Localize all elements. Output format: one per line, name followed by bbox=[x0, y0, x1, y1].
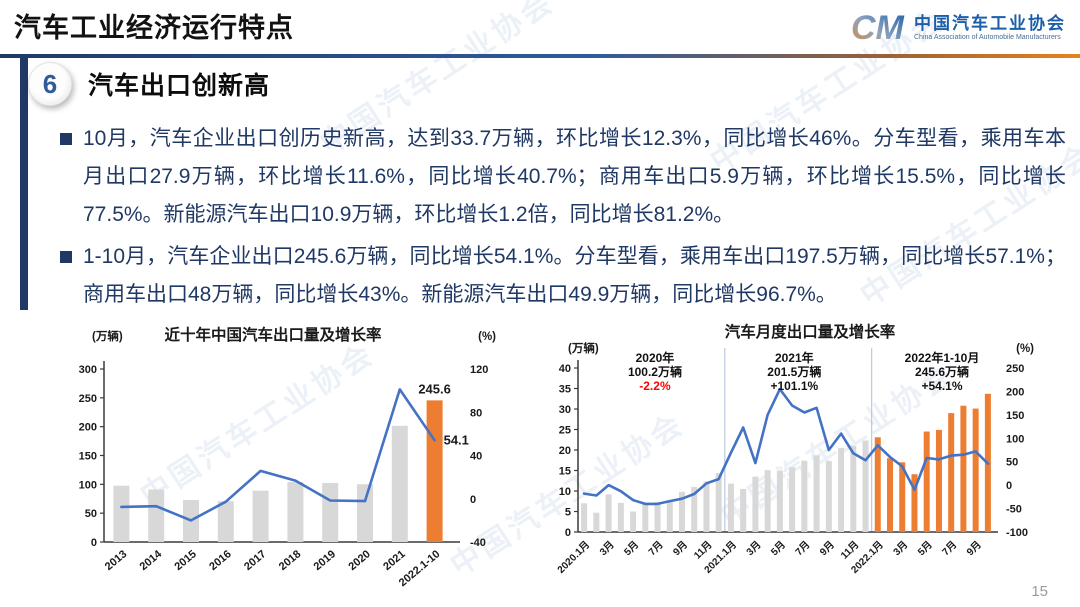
bullet-item: 10月，汽车企业出口创历史新高，达到33.7万辆，环比增长12.3%，同比增长4… bbox=[60, 120, 1066, 234]
svg-text:汽车月度出口量及增长率: 汽车月度出口量及增长率 bbox=[725, 322, 896, 341]
organization-logo: CM 中国汽车工业协会 China Association of Automob… bbox=[851, 8, 1066, 48]
svg-text:(万辆): (万辆) bbox=[92, 329, 123, 343]
svg-text:201.5万辆: 201.5万辆 bbox=[767, 364, 821, 379]
page-number: 15 bbox=[1031, 583, 1048, 600]
logo-org-name-cn: 中国汽车工业协会 bbox=[914, 13, 1066, 33]
svg-text:30: 30 bbox=[559, 404, 571, 416]
left-accent-bar bbox=[20, 57, 28, 310]
svg-text:2018: 2018 bbox=[277, 548, 303, 573]
svg-text:35: 35 bbox=[559, 384, 571, 396]
bullet-square-icon bbox=[60, 133, 72, 145]
page-title: 汽车工业经济运行特点 bbox=[14, 13, 294, 43]
svg-text:2015: 2015 bbox=[172, 548, 198, 573]
svg-text:5: 5 bbox=[565, 507, 571, 519]
svg-text:120: 120 bbox=[470, 364, 488, 376]
svg-text:150: 150 bbox=[1006, 410, 1024, 422]
svg-text:80: 80 bbox=[470, 407, 482, 419]
svg-text:2019: 2019 bbox=[312, 548, 338, 573]
svg-text:7月: 7月 bbox=[793, 539, 812, 558]
svg-text:0: 0 bbox=[565, 527, 571, 539]
logo-org-name-en: China Association of Automobile Manufact… bbox=[914, 33, 1061, 41]
svg-text:2017: 2017 bbox=[242, 548, 268, 573]
svg-text:54.1: 54.1 bbox=[444, 432, 469, 447]
header-divider bbox=[0, 54, 1080, 58]
section-title: 汽车出口创新高 bbox=[88, 72, 271, 100]
svg-text:0: 0 bbox=[1006, 480, 1012, 492]
svg-text:40: 40 bbox=[470, 451, 482, 463]
svg-text:250: 250 bbox=[79, 393, 97, 405]
svg-text:(%): (%) bbox=[1016, 343, 1034, 355]
svg-text:2021年: 2021年 bbox=[775, 350, 814, 365]
svg-text:-40: -40 bbox=[470, 537, 486, 549]
svg-text:5月: 5月 bbox=[915, 539, 934, 558]
svg-text:(万辆): (万辆) bbox=[568, 341, 599, 355]
svg-text:15: 15 bbox=[559, 466, 571, 478]
svg-text:3月: 3月 bbox=[597, 539, 616, 558]
svg-text:近十年中国汽车出口量及增长率: 近十年中国汽车出口量及增长率 bbox=[164, 325, 382, 344]
logo-cm-icon: CM bbox=[851, 9, 905, 47]
svg-text:9月: 9月 bbox=[964, 539, 983, 558]
svg-text:245.6: 245.6 bbox=[418, 381, 451, 396]
svg-text:2020.1月: 2020.1月 bbox=[555, 539, 592, 576]
svg-text:50: 50 bbox=[1006, 457, 1018, 469]
svg-text:2022年1-10月: 2022年1-10月 bbox=[905, 350, 980, 365]
svg-text:5月: 5月 bbox=[769, 539, 788, 558]
svg-text:20: 20 bbox=[559, 445, 571, 457]
svg-text:200: 200 bbox=[1006, 386, 1024, 398]
svg-text:2014: 2014 bbox=[138, 548, 165, 573]
svg-text:+101.1%: +101.1% bbox=[770, 379, 818, 393]
monthly-export-chart-canvas: 汽车月度出口量及增长率 (万辆) (%) 0 5 10 15 20 25 30 35 40 -100 -5… bbox=[555, 322, 1034, 576]
svg-text:50: 50 bbox=[85, 508, 97, 520]
svg-text:2013: 2013 bbox=[103, 548, 129, 573]
svg-text:0: 0 bbox=[470, 494, 476, 506]
svg-text:3月: 3月 bbox=[744, 539, 763, 558]
svg-text:-2.2%: -2.2% bbox=[639, 379, 671, 393]
section-number-badge: 6 bbox=[28, 62, 72, 106]
svg-text:+54.1%: +54.1% bbox=[921, 379, 962, 393]
svg-text:-50: -50 bbox=[1006, 504, 1022, 516]
svg-text:250: 250 bbox=[1006, 363, 1024, 375]
bullet-square-icon bbox=[60, 251, 72, 263]
svg-text:40: 40 bbox=[559, 363, 571, 375]
svg-text:9月: 9月 bbox=[671, 539, 690, 558]
bullet-text: 10月，汽车企业出口创历史新高，达到33.7万辆，环比增长12.3%，同比增长4… bbox=[83, 127, 1066, 226]
svg-text:7月: 7月 bbox=[646, 539, 665, 558]
svg-text:0: 0 bbox=[91, 537, 97, 549]
bullet-item: 1-10月，汽车企业出口245.6万辆，同比增长54.1%。分车型看，乘用车出口… bbox=[60, 238, 1066, 314]
svg-text:-100: -100 bbox=[1006, 527, 1028, 539]
bullet-text: 1-10月，汽车企业出口245.6万辆，同比增长54.1%。分车型看，乘用车出口… bbox=[83, 245, 1066, 306]
annual-export-chart-canvas: 近十年中国汽车出口量及增长率 (万辆) (%) 0 50 100 150 200 250 300 -… bbox=[79, 325, 497, 589]
svg-text:2020: 2020 bbox=[346, 548, 372, 573]
svg-text:7月: 7月 bbox=[940, 539, 959, 558]
svg-text:200: 200 bbox=[79, 422, 97, 434]
svg-text:5月: 5月 bbox=[622, 539, 641, 558]
svg-text:100: 100 bbox=[79, 479, 97, 491]
svg-text:3月: 3月 bbox=[891, 539, 910, 558]
svg-text:10: 10 bbox=[559, 486, 571, 498]
svg-text:2020年: 2020年 bbox=[636, 350, 675, 365]
svg-text:150: 150 bbox=[79, 451, 97, 463]
svg-text:25: 25 bbox=[559, 425, 571, 437]
svg-text:9月: 9月 bbox=[817, 539, 836, 558]
svg-text:100: 100 bbox=[1006, 433, 1024, 445]
svg-text:100.2万辆: 100.2万辆 bbox=[628, 364, 682, 379]
annual-export-chart: 近十年中国汽车出口量及增长率 (万辆) (%) 0 50 100 150 200 250 300 -… bbox=[78, 322, 502, 602]
section-number: 6 bbox=[42, 68, 58, 99]
svg-text:(%): (%) bbox=[478, 331, 496, 343]
svg-text:CM: CM bbox=[851, 9, 905, 47]
svg-text:300: 300 bbox=[79, 364, 97, 376]
svg-text:2021: 2021 bbox=[381, 548, 407, 573]
svg-text:245.6万辆: 245.6万辆 bbox=[915, 364, 969, 379]
monthly-export-chart: 汽车月度出口量及增长率 (万辆) (%) 0 5 10 15 20 25 30 35 40 -100 -5… bbox=[538, 322, 1040, 602]
bullet-list: 10月，汽车企业出口创历史新高，达到33.7万辆，环比增长12.3%，同比增长4… bbox=[60, 120, 1066, 318]
svg-text:2016: 2016 bbox=[207, 548, 233, 573]
